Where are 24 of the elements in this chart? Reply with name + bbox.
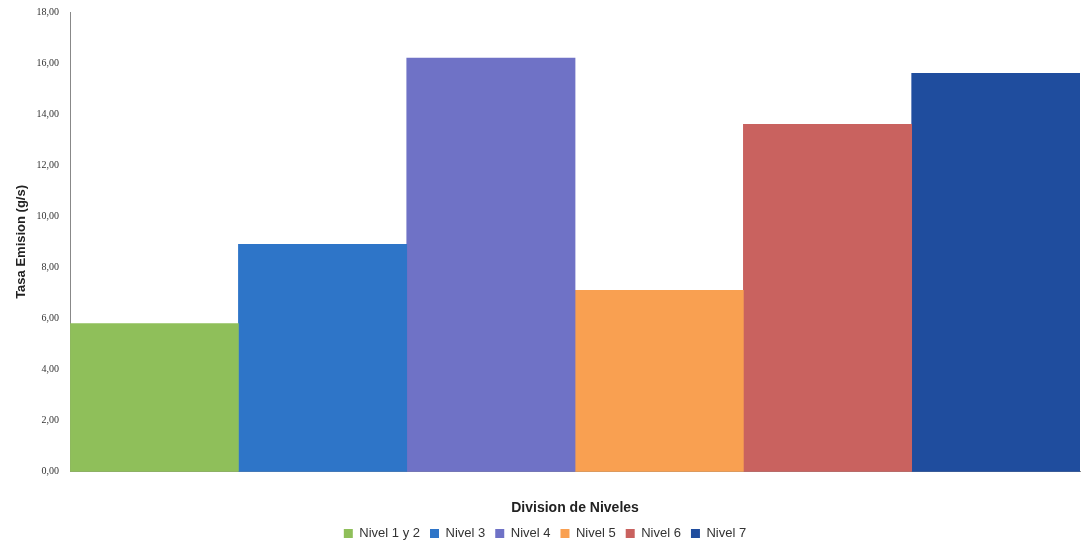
bar (574, 290, 744, 472)
legend-label: Nivel 5 (575, 525, 616, 541)
legend-label: Nivel 6 (641, 525, 681, 541)
bar (911, 72, 1080, 472)
y-tick-label: 16,00 (36, 56, 60, 68)
bar (238, 244, 408, 472)
x-axis-title: Division de Niveles (511, 499, 640, 516)
legend-label: Nivel 3 (445, 525, 486, 541)
y-tick-label: 6,00 (41, 312, 60, 324)
y-tick-label: 12,00 (36, 158, 60, 170)
y-axis-title: Tasa Emision (g/s) (13, 184, 29, 299)
bar (406, 57, 576, 472)
y-tick-label: 8,00 (41, 261, 60, 273)
y-tick-label: 10,00 (36, 209, 60, 221)
y-tick-label: 18,00 (36, 5, 60, 17)
legend-label: Nivel 1 y 2 (359, 525, 421, 541)
legend-label: Nivel 4 (510, 525, 551, 541)
bar (70, 323, 239, 472)
y-tick-label: 4,00 (41, 363, 60, 375)
y-tick-label: 2,00 (41, 414, 60, 426)
y-tick-label: 0,00 (41, 465, 60, 477)
bar (743, 124, 913, 472)
legend-label: Nivel 7 (706, 525, 747, 541)
y-tick-label: 14,00 (36, 107, 60, 119)
